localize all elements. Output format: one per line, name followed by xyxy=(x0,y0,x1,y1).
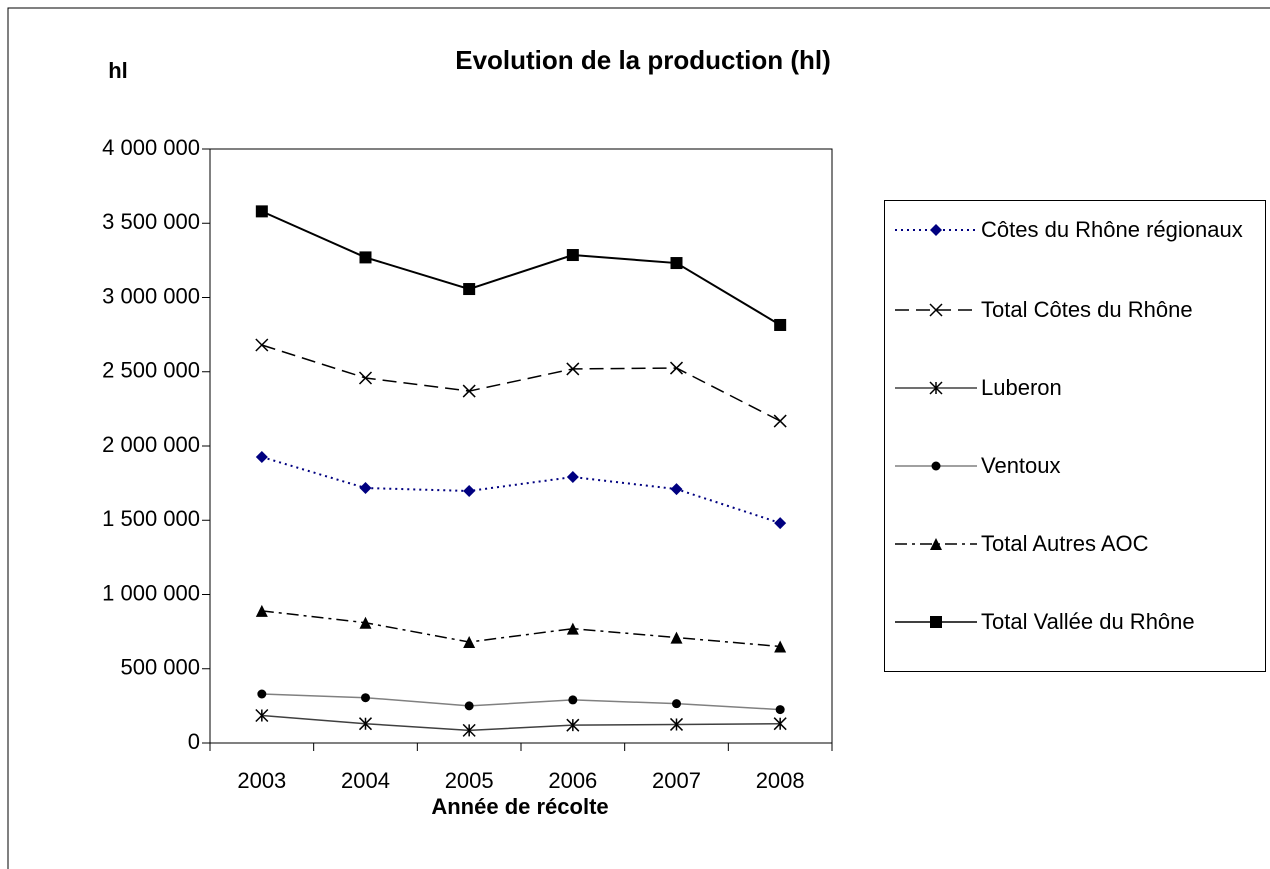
marker xyxy=(773,414,787,428)
series-line xyxy=(261,456,781,525)
legend-label: Ventoux xyxy=(981,453,1061,478)
marker xyxy=(669,361,684,375)
marker xyxy=(463,283,476,296)
marker xyxy=(774,640,787,653)
legend-swatch xyxy=(895,381,977,395)
x-tick-label: 2004 xyxy=(341,768,390,793)
marker xyxy=(255,205,268,218)
marker xyxy=(669,717,684,731)
marker xyxy=(359,616,372,629)
chart-title: Evolution de la production (hl) xyxy=(455,45,831,75)
marker xyxy=(257,689,267,699)
series-line xyxy=(261,693,781,711)
x-tick-label: 2008 xyxy=(756,768,805,793)
legend-swatch xyxy=(895,616,977,628)
legend: Côtes du Rhône régionaux Total Côtes du R… xyxy=(884,200,1266,672)
marker xyxy=(774,517,787,530)
marker xyxy=(670,257,683,270)
marker xyxy=(930,224,942,236)
legend-entry: Côtes du Rhône régionaux xyxy=(891,213,1270,247)
series-line xyxy=(261,344,781,422)
legend-entry: Ventoux xyxy=(891,449,1270,483)
marker xyxy=(931,461,941,471)
series-line xyxy=(261,714,781,732)
marker xyxy=(929,381,943,395)
legend-label: Total Vallée du Rhône xyxy=(981,609,1195,634)
marker xyxy=(566,362,580,376)
marker xyxy=(359,251,372,264)
marker xyxy=(255,450,268,463)
y-tick-label: 1 500 000 xyxy=(102,506,200,531)
series-line xyxy=(261,210,781,326)
y-tick-label: 3 500 000 xyxy=(102,209,200,234)
marker xyxy=(773,717,787,731)
x-axis-label: Année de récolte xyxy=(431,794,608,819)
legend-label: Luberon xyxy=(981,375,1062,400)
marker xyxy=(358,371,373,385)
marker xyxy=(670,483,683,496)
legend-swatch xyxy=(895,224,977,236)
legend-swatch xyxy=(895,303,977,317)
y-tick-label: 3 000 000 xyxy=(102,283,200,308)
marker xyxy=(462,384,476,398)
marker xyxy=(774,318,787,331)
plot-area xyxy=(209,148,833,744)
marker xyxy=(463,484,476,497)
y-tick-label: 2 500 000 xyxy=(102,358,200,383)
marker xyxy=(255,708,269,723)
legend-label: Total Autres AOC xyxy=(981,531,1149,556)
marker xyxy=(672,699,681,709)
marker xyxy=(929,303,943,317)
marker xyxy=(255,338,269,352)
marker xyxy=(462,723,476,737)
marker xyxy=(361,693,370,703)
marker xyxy=(568,695,578,705)
marker xyxy=(930,616,942,628)
marker xyxy=(775,705,785,715)
legend-entry: Total Vallée du Rhône xyxy=(891,605,1270,639)
x-tick-label: 2006 xyxy=(548,768,597,793)
legend-swatch xyxy=(895,538,977,550)
legend-entry: Total Côtes du Rhône xyxy=(891,293,1270,327)
legend-entry: Luberon xyxy=(891,371,1270,405)
y-tick-label: 2 000 000 xyxy=(102,432,200,457)
marker xyxy=(463,636,476,649)
y-tick-label: 4 000 000 xyxy=(102,135,200,160)
marker xyxy=(670,631,683,644)
marker xyxy=(358,717,373,731)
marker xyxy=(566,622,579,635)
y-axis-label: hl xyxy=(108,58,128,83)
chart-frame xyxy=(7,7,1270,869)
x-tick-label: 2005 xyxy=(445,768,494,793)
marker xyxy=(464,701,474,711)
marker xyxy=(255,604,268,617)
legend-swatch xyxy=(895,461,977,471)
marker xyxy=(359,482,372,495)
marker xyxy=(566,718,580,732)
x-tick-label: 2007 xyxy=(652,768,701,793)
y-tick-label: 1 000 000 xyxy=(102,580,200,605)
legend-label: Côtes du Rhône régionaux xyxy=(981,217,1243,242)
y-tick-label: 0 xyxy=(188,729,200,754)
marker xyxy=(566,249,579,262)
x-tick-label: 2003 xyxy=(237,768,286,793)
y-tick-label: 500 000 xyxy=(120,655,200,680)
legend-label: Total Côtes du Rhône xyxy=(981,297,1193,322)
series-line xyxy=(261,610,781,648)
marker xyxy=(566,471,579,484)
legend-entry: Total Autres AOC xyxy=(891,527,1270,561)
marker xyxy=(930,538,942,550)
